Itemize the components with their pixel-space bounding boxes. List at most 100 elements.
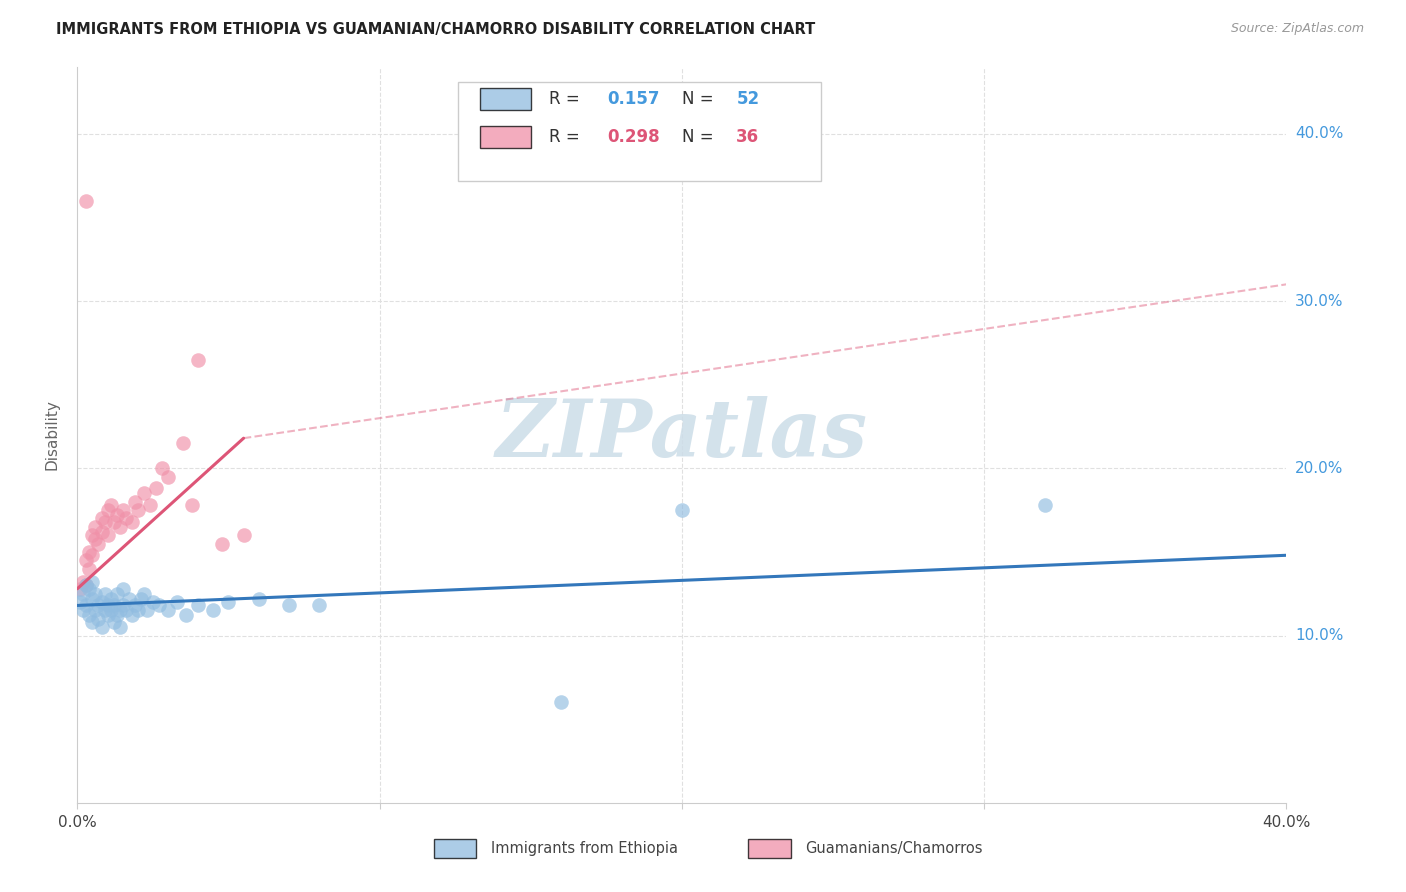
Point [105,587,128,601]
Point [82,574,104,589]
Point [79,545,101,559]
FancyBboxPatch shape [434,839,477,857]
Point [111,582,134,596]
Point [75,578,97,592]
Point [135,603,157,617]
Text: ZIPatlas: ZIPatlas [496,396,868,474]
Point [157,603,180,617]
Point [181,498,204,512]
Point [129,591,152,606]
Point [121,515,143,529]
Text: IMMIGRANTS FROM ETHIOPIA VS GUAMANIAN/CHAMORRO DISABILITY CORRELATION CHART: IMMIGRANTS FROM ETHIOPIA VS GUAMANIAN/CH… [56,22,815,37]
Point [139,498,162,512]
Point [87,612,110,626]
Point [90,524,112,539]
Point [157,469,180,483]
Text: 30.0%: 30.0% [1295,293,1343,309]
Point [96,528,118,542]
Text: 40.0%: 40.0% [1295,127,1343,141]
Point [96,503,118,517]
Point [105,608,128,623]
Point [93,603,115,617]
Point [82,548,104,563]
Point [127,603,149,617]
Point [121,608,143,623]
FancyBboxPatch shape [479,126,531,148]
Text: R =: R = [548,89,585,108]
Point [75,599,97,613]
Point [96,599,118,613]
Point [114,511,136,525]
Point [75,553,97,567]
Text: N =: N = [682,128,718,145]
Text: 20.0%: 20.0% [1295,461,1343,475]
Point [79,562,101,576]
Point [72,603,94,617]
Point [114,603,136,617]
Point [75,194,97,208]
Point [118,591,141,606]
Point [187,599,209,613]
FancyBboxPatch shape [458,81,821,181]
Point [124,599,146,613]
Text: 0.157: 0.157 [607,89,659,108]
Point [93,587,115,601]
Point [82,591,104,606]
Point [127,503,149,517]
Point [96,608,118,623]
Text: 36: 36 [737,128,759,145]
Point [84,603,107,617]
Point [69,595,91,609]
FancyBboxPatch shape [748,839,790,857]
Point [82,528,104,542]
Point [108,520,131,534]
FancyBboxPatch shape [479,87,531,110]
Point [87,599,110,613]
Point [150,461,173,475]
Point [103,515,125,529]
Text: 0.298: 0.298 [607,128,659,145]
Point [550,696,572,710]
Point [100,498,122,512]
Point [79,608,101,623]
Point [72,587,94,601]
Point [93,515,115,529]
Text: Source: ZipAtlas.com: Source: ZipAtlas.com [1230,22,1364,36]
Point [84,532,107,546]
Point [132,587,155,601]
Point [103,615,125,630]
Point [90,620,112,634]
Point [111,599,134,613]
Point [111,503,134,517]
Text: R =: R = [548,128,585,145]
Point [174,608,197,623]
Point [108,603,131,617]
Point [308,599,330,613]
Point [145,481,167,495]
Point [79,582,101,596]
Point [75,578,97,592]
Point [69,582,91,596]
Point [87,536,110,550]
Point [84,520,107,534]
Point [72,574,94,589]
Point [90,511,112,525]
Point [105,508,128,522]
Point [1033,498,1056,512]
Point [90,595,112,609]
Point [108,620,131,634]
Point [100,591,122,606]
Point [142,595,165,609]
Text: 52: 52 [737,89,759,108]
Point [166,595,188,609]
Point [100,603,122,617]
Point [211,536,233,550]
Point [172,436,194,450]
Point [278,599,301,613]
Point [232,528,254,542]
Point [202,603,225,617]
Point [124,494,146,508]
Text: 10.0%: 10.0% [1295,628,1343,643]
Point [247,591,270,606]
Point [132,486,155,500]
